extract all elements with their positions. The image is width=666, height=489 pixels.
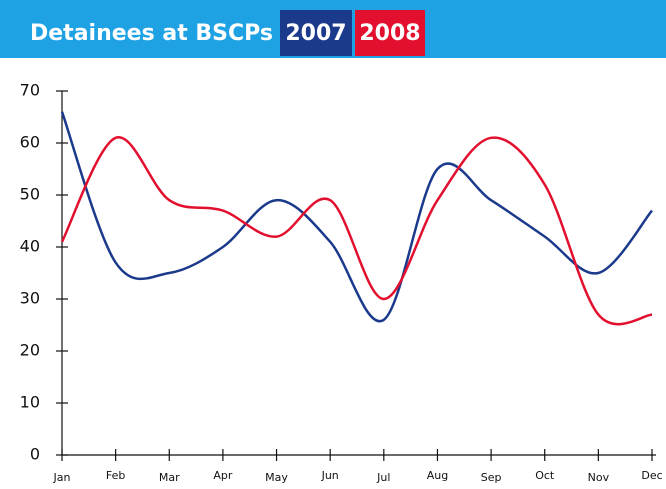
x-tick-label: Jun [321,469,339,482]
y-tick-label: 20 [20,341,40,360]
x-tick-label: Aug [427,469,448,482]
legend-swatch [280,10,352,56]
x-tick-label: Dec [641,469,662,482]
y-tick-label: 70 [20,81,40,100]
x-tick-label: May [265,471,288,484]
series-line [60,136,653,326]
x-tick-label: Nov [588,471,610,484]
y-tick-label: 30 [20,289,40,308]
legend-swatch [355,10,425,56]
chart-title: Detainees at BSCPs [30,21,273,46]
y-tick-label: 50 [20,185,40,204]
x-tick-label: Jul [376,471,390,484]
y-tick-label: 40 [20,237,40,256]
x-tick-label: Sep [481,471,502,484]
x-tick-label: Apr [213,469,233,482]
x-tick-label: Feb [106,469,125,482]
series-line [60,111,653,323]
y-tick-label: 60 [20,133,40,152]
legend-label: 2007 [285,21,346,46]
legend-label: 2008 [359,21,420,46]
x-tick-label: Mar [159,471,180,484]
x-tick-label: Oct [535,469,555,482]
x-tick-label: Jan [53,471,71,484]
y-tick-label: 0 [30,445,40,464]
y-tick-label: 10 [20,393,40,412]
